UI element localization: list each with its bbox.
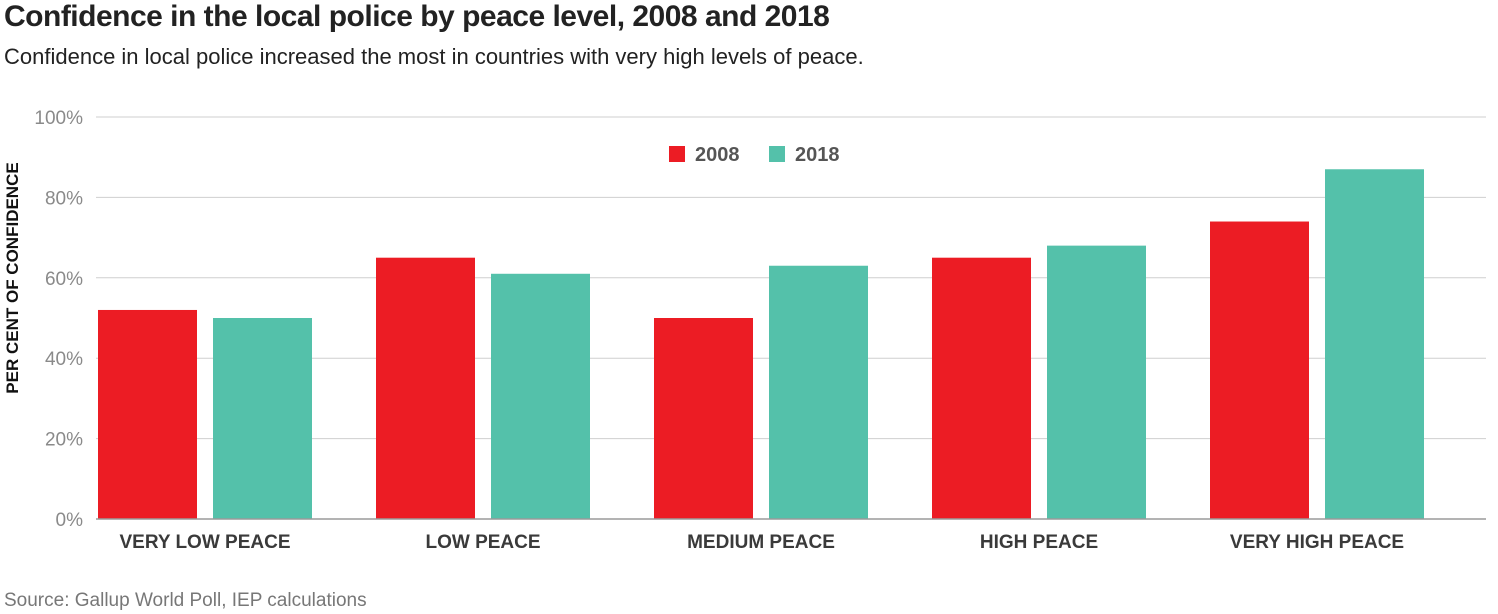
y-tick-label: 0% xyxy=(56,510,84,531)
legend-label: 2008 xyxy=(695,144,740,166)
x-category-label: VERY LOW PEACE xyxy=(119,532,290,553)
legend-swatch-2018 xyxy=(769,146,785,162)
bar-2018 xyxy=(1047,245,1146,519)
legend: 2008 2018 xyxy=(669,144,840,166)
bar-2008 xyxy=(376,257,475,519)
y-axis-label: PER CENT OF CONFIDENCE xyxy=(3,162,22,393)
chart-title: Confidence in the local police by peace … xyxy=(4,0,830,33)
bar-2008 xyxy=(654,318,753,519)
axes: 0% 20% 40% 60% 80% 100% VERY LOW PEACE LOW PEAC… xyxy=(34,108,1486,553)
y-tick-label: 100% xyxy=(34,108,83,129)
legend-label: 2018 xyxy=(795,144,840,166)
bar-2008 xyxy=(98,309,197,519)
bar-2018 xyxy=(213,318,312,519)
bars xyxy=(98,169,1424,519)
chart-subtitle: Confidence in local police increased the… xyxy=(4,44,864,69)
y-tick-label: 60% xyxy=(45,269,83,290)
x-category-label: MEDIUM PEACE xyxy=(687,532,835,553)
bar-2008 xyxy=(1210,221,1309,519)
y-tick-label: 20% xyxy=(45,430,83,451)
bar-2018 xyxy=(769,265,868,519)
y-tick-label: 40% xyxy=(45,349,83,370)
x-category-label: LOW PEACE xyxy=(425,532,540,553)
bar-2018 xyxy=(1325,169,1424,519)
bar-2008 xyxy=(932,257,1031,519)
y-tick-label: 80% xyxy=(45,188,83,209)
bar-2018 xyxy=(491,273,590,519)
legend-swatch-2008 xyxy=(669,146,685,162)
x-category-label: VERY HIGH PEACE xyxy=(1230,532,1404,553)
source-note: Source: Gallup World Poll, IEP calculati… xyxy=(4,590,367,611)
x-category-label: HIGH PEACE xyxy=(980,532,1098,553)
